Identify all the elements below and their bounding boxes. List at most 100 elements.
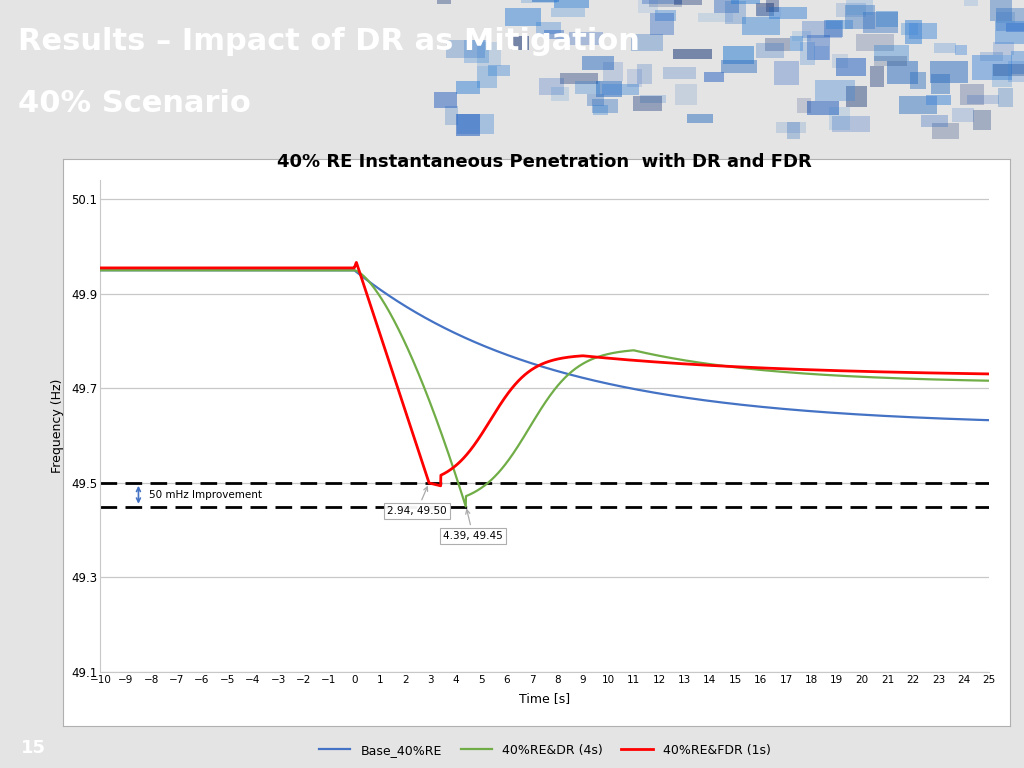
Bar <box>756 3 774 16</box>
Bar <box>873 56 906 65</box>
Line: 40%RE&DR (4s): 40%RE&DR (4s) <box>100 270 989 506</box>
Bar <box>633 97 662 111</box>
40%RE&DR (4s) <box>460 502 472 511</box>
Bar <box>980 52 1004 61</box>
Bar <box>511 36 528 50</box>
Bar <box>603 62 623 81</box>
40%RE&FDR (1s) <box>475 430 487 439</box>
Bar <box>965 0 978 6</box>
Bar <box>774 61 800 85</box>
Bar <box>637 64 652 84</box>
Base_40%RE <box>911 413 924 422</box>
Text: 40% Scenario: 40% Scenario <box>18 89 251 118</box>
40%RE&DR (4s) <box>517 434 529 443</box>
Bar <box>989 0 1012 22</box>
Bar <box>954 45 967 55</box>
Bar <box>967 94 998 104</box>
Bar <box>856 35 894 51</box>
Bar <box>437 0 451 4</box>
Bar <box>457 81 480 94</box>
Bar <box>802 22 843 38</box>
Bar <box>703 72 724 82</box>
Bar <box>592 99 617 114</box>
Line: Base_40%RE: Base_40%RE <box>100 270 989 420</box>
40%RE&DR (4s) <box>983 376 995 386</box>
40%RE&DR (4s) <box>740 364 753 373</box>
Base_40%RE <box>516 356 528 365</box>
Legend: Base_40%RE, 40%RE&DR (4s), 40%RE&FDR (1s): Base_40%RE, 40%RE&DR (4s), 40%RE&FDR (1s… <box>314 739 775 762</box>
Bar <box>560 74 598 84</box>
Bar <box>846 86 867 107</box>
40%RE&FDR (1s) <box>517 372 529 381</box>
Bar <box>593 104 607 115</box>
Bar <box>787 121 800 139</box>
Bar <box>901 23 919 35</box>
Bar <box>583 56 614 71</box>
Bar <box>991 65 1012 88</box>
Bar <box>540 78 564 94</box>
Bar <box>569 32 603 45</box>
Bar <box>790 36 803 51</box>
Bar <box>444 106 458 124</box>
Bar <box>793 31 811 41</box>
40%RE&FDR (1s) <box>350 258 362 267</box>
Bar <box>998 88 1014 108</box>
Bar <box>554 0 589 8</box>
Bar <box>575 81 600 94</box>
Bar <box>596 81 622 97</box>
Bar <box>899 96 937 114</box>
Bar <box>488 65 510 75</box>
40%RE&FDR (1s) <box>912 368 925 377</box>
Bar <box>731 0 761 4</box>
Line: 40%RE&FDR (1s): 40%RE&FDR (1s) <box>100 263 989 486</box>
40%RE&FDR (1s) <box>740 362 753 372</box>
Bar <box>638 0 658 13</box>
Bar <box>477 41 501 67</box>
Bar <box>505 8 541 26</box>
Bar <box>933 124 959 139</box>
40%RE&DR (4s) <box>911 374 924 383</box>
Bar <box>537 22 561 35</box>
Bar <box>862 12 898 32</box>
Bar <box>673 49 712 58</box>
Bar <box>687 114 714 123</box>
Bar <box>632 34 664 51</box>
Bar <box>828 108 850 130</box>
Bar <box>931 74 949 94</box>
Bar <box>742 17 780 35</box>
Bar <box>995 21 1024 44</box>
Bar <box>972 55 1012 80</box>
Bar <box>766 0 778 12</box>
Bar <box>551 8 585 17</box>
40%RE&DR (4s) <box>956 376 969 385</box>
Bar <box>993 41 1014 55</box>
Bar <box>847 0 873 15</box>
Bar <box>815 80 855 101</box>
Bar <box>910 72 926 89</box>
X-axis label: Time [s]: Time [s] <box>519 692 570 705</box>
Base_40%RE <box>475 340 487 349</box>
Bar <box>888 61 918 84</box>
Bar <box>464 40 488 63</box>
Bar <box>807 101 839 115</box>
Bar <box>551 87 569 101</box>
Bar <box>756 43 784 58</box>
40%RE&DR (4s) <box>94 266 106 275</box>
Bar <box>905 21 922 44</box>
Bar <box>588 94 604 106</box>
Base_40%RE <box>94 266 106 275</box>
Bar <box>869 66 885 88</box>
40%RE&DR (4s) <box>475 484 487 493</box>
Bar <box>445 40 484 58</box>
Bar <box>725 1 746 25</box>
Bar <box>824 19 843 37</box>
Bar <box>723 45 755 65</box>
Bar <box>640 94 666 104</box>
Bar <box>921 115 948 127</box>
Bar <box>996 8 1024 31</box>
40%RE&FDR (1s) <box>983 369 995 379</box>
Text: 2.94, 49.50: 2.94, 49.50 <box>387 487 446 515</box>
Bar <box>650 13 674 35</box>
Bar <box>1007 23 1024 31</box>
Bar <box>765 38 790 51</box>
